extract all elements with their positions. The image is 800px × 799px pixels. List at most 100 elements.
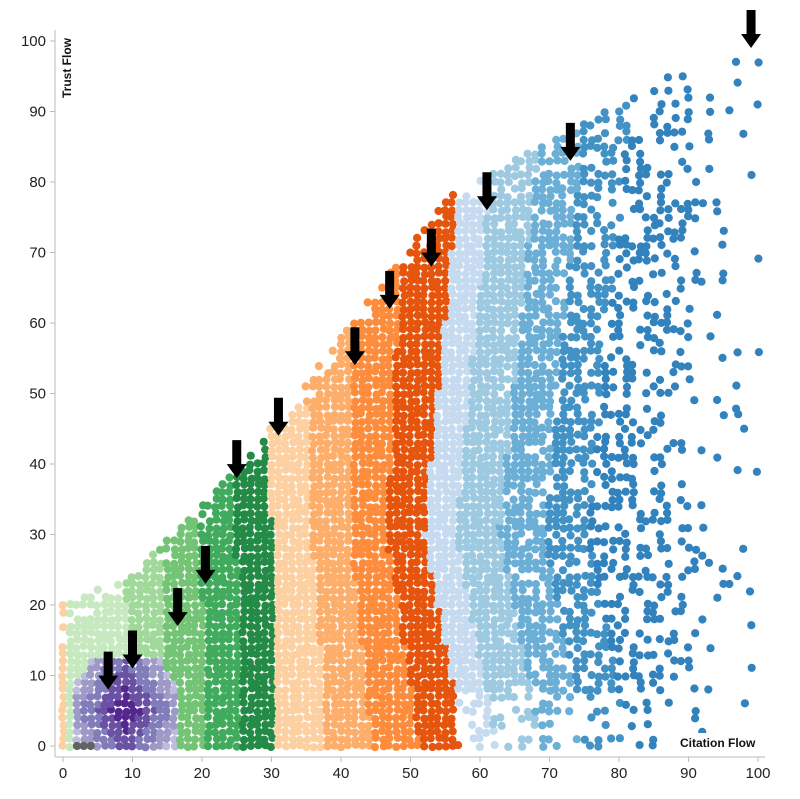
data-point [580, 269, 589, 278]
data-point [371, 310, 380, 319]
data-point [280, 693, 289, 702]
data-point [86, 670, 95, 679]
data-point [427, 460, 436, 469]
data-point [162, 585, 171, 595]
data-point [336, 573, 345, 582]
data-point [197, 693, 206, 702]
data-point [546, 397, 555, 406]
data-point [294, 600, 303, 609]
data-point [566, 488, 575, 497]
data-point [496, 601, 505, 610]
data-point [406, 651, 415, 660]
data-point [212, 707, 221, 717]
data-point [426, 439, 435, 448]
data-point [197, 684, 206, 693]
data-point [545, 494, 555, 503]
data-point [378, 516, 387, 525]
data-point [678, 157, 687, 166]
data-point [420, 367, 429, 376]
data-point [189, 706, 199, 715]
data-point [657, 489, 666, 498]
data-point [496, 354, 505, 364]
data-point [615, 495, 624, 504]
data-point [559, 233, 568, 242]
data-point [358, 395, 367, 405]
data-point [615, 536, 624, 546]
data-point [350, 707, 359, 716]
data-point [469, 566, 479, 575]
data-point [308, 686, 317, 695]
data-point [504, 164, 513, 173]
data-point [594, 418, 604, 427]
data-point [504, 178, 513, 187]
data-point [419, 735, 428, 744]
data-point [342, 573, 352, 582]
data-point [386, 600, 395, 610]
data-point [413, 699, 422, 708]
data-point [316, 656, 325, 665]
data-point [239, 726, 248, 736]
data-point [106, 699, 116, 709]
data-point [238, 573, 247, 582]
data-point [594, 283, 603, 292]
data-point [254, 741, 263, 750]
data-point [302, 600, 311, 609]
data-point [643, 311, 652, 320]
data-point [697, 446, 706, 455]
data-point [114, 607, 123, 616]
data-point [496, 679, 505, 688]
data-point [134, 735, 143, 744]
data-point [120, 607, 129, 617]
data-point [600, 402, 609, 411]
data-point [580, 487, 589, 496]
data-point [678, 72, 687, 81]
data-point [294, 721, 303, 730]
data-point [266, 649, 275, 658]
data-point [259, 494, 268, 503]
data-point [468, 283, 477, 292]
data-point [156, 699, 165, 708]
data-point [100, 630, 109, 639]
data-point [315, 692, 324, 701]
data-point [419, 488, 428, 497]
data-point [572, 657, 581, 666]
data-point [372, 630, 381, 639]
data-point [405, 495, 414, 504]
data-point [649, 113, 658, 122]
data-point [509, 609, 518, 618]
data-point [162, 559, 171, 568]
data-point [484, 348, 493, 357]
data-point [358, 741, 367, 750]
data-point [240, 607, 249, 616]
data-point [634, 572, 643, 581]
data-point [267, 538, 276, 547]
data-point [141, 644, 150, 653]
data-point [322, 622, 331, 631]
data-point [163, 691, 172, 700]
data-point [421, 523, 430, 532]
data-point [511, 573, 520, 582]
data-point [600, 149, 609, 158]
data-point [419, 658, 428, 667]
data-point [454, 354, 463, 363]
data-point [495, 467, 504, 476]
data-point [566, 531, 575, 540]
data-point [239, 537, 248, 546]
data-point [544, 304, 553, 313]
data-point [593, 502, 602, 511]
data-point [676, 657, 686, 666]
data-point [636, 509, 645, 519]
data-point [225, 593, 234, 602]
data-point [301, 586, 310, 596]
data-point [489, 291, 498, 300]
data-point [343, 706, 352, 715]
data-point [391, 615, 401, 624]
data-point [412, 249, 421, 258]
data-point [378, 587, 387, 596]
data-point [211, 644, 220, 653]
data-point [92, 663, 101, 672]
data-point [273, 643, 282, 652]
data-point [128, 735, 137, 744]
data-point [407, 593, 416, 602]
data-point [607, 179, 617, 188]
